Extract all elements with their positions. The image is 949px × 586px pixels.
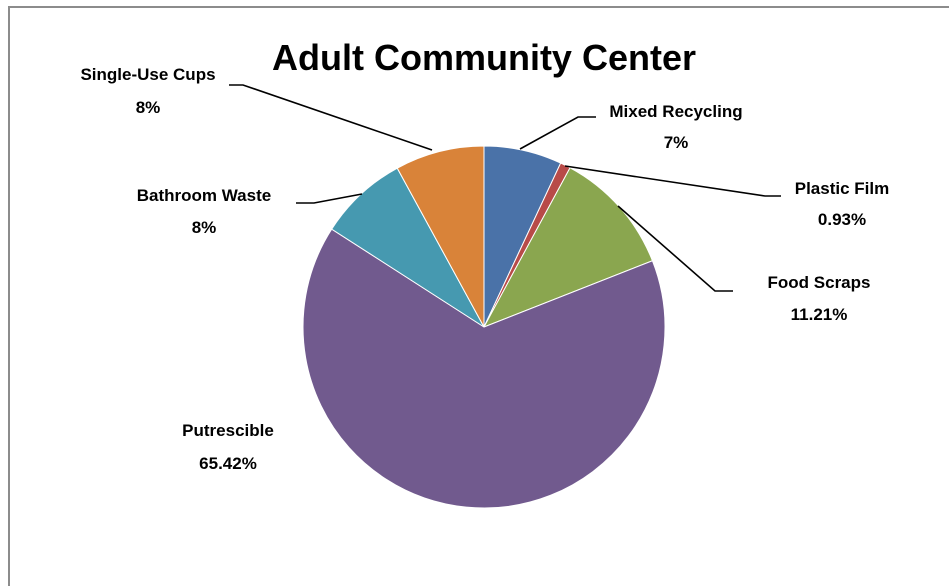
- pie-slice-single-use-cups: [396, 145, 485, 328]
- slice-label: Plastic Film: [795, 179, 889, 198]
- slice-value-label: 11.21%: [791, 305, 848, 324]
- leader-line: [296, 193, 363, 204]
- slice-value-label: 8%: [136, 98, 161, 117]
- leader-line: [617, 205, 733, 292]
- pie-slice-putrescible: [302, 228, 666, 509]
- leader-line: [519, 116, 596, 150]
- slice-label: Single-Use Cups: [80, 65, 215, 84]
- leader-lines: [229, 84, 781, 292]
- pie-slices: [302, 145, 666, 509]
- leader-line: [229, 84, 433, 151]
- pie-chart: Adult Community Center Mixed Recycling 7%…: [80, 37, 889, 509]
- slice-label: Bathroom Waste: [137, 186, 271, 205]
- slice-value-label: 7%: [664, 133, 689, 152]
- slice-value-label: 8%: [192, 218, 217, 237]
- slice-value-label: 0.93%: [818, 210, 866, 229]
- leader-line: [564, 165, 781, 197]
- chart-title: Adult Community Center: [272, 37, 696, 78]
- slice-label: Food Scraps: [768, 273, 871, 292]
- slice-label: Mixed Recycling: [609, 102, 742, 121]
- slice-labels: Mixed Recycling 7% Plastic Film 0.93% Food S…: [80, 65, 889, 473]
- slice-label: Putrescible: [182, 421, 274, 440]
- slice-value-label: 65.42%: [199, 454, 257, 473]
